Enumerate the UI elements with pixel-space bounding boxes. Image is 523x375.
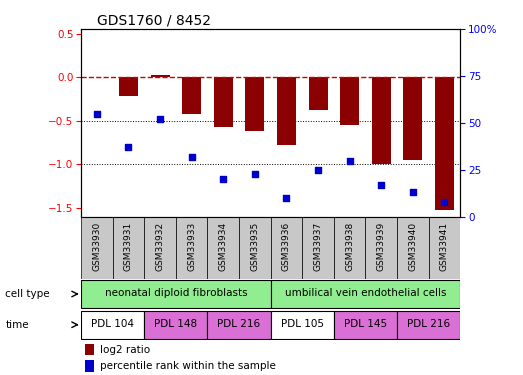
Point [346, 158, 354, 164]
Text: GDS1760 / 8452: GDS1760 / 8452 [97, 13, 211, 27]
Bar [81, 280, 271, 308]
Text: PDL 148: PDL 148 [154, 319, 197, 329]
Point [124, 144, 133, 150]
Bar [271, 217, 302, 279]
Bar [397, 217, 429, 279]
Bar [119, 77, 138, 96]
Bar [277, 77, 296, 145]
Bar [302, 217, 334, 279]
Text: GSM33930: GSM33930 [93, 222, 101, 271]
Point [282, 195, 291, 201]
Text: PDL 104: PDL 104 [91, 319, 134, 329]
Bar [208, 311, 271, 339]
Bar [334, 311, 397, 339]
Text: time: time [5, 320, 29, 330]
Text: GSM33939: GSM33939 [377, 222, 386, 271]
Bar [334, 217, 366, 279]
Text: PDL 216: PDL 216 [218, 319, 260, 329]
Bar [271, 280, 460, 308]
Text: PDL 145: PDL 145 [344, 319, 387, 329]
Text: GSM33941: GSM33941 [440, 222, 449, 271]
Text: umbilical vein endothelial cells: umbilical vein endothelial cells [285, 288, 446, 298]
Bar [271, 311, 334, 339]
Bar [81, 311, 144, 339]
Bar [239, 217, 271, 279]
Bar [85, 344, 94, 355]
Point [377, 182, 385, 188]
Text: GSM33940: GSM33940 [408, 222, 417, 271]
Bar [144, 217, 176, 279]
Bar [176, 217, 208, 279]
Text: GSM33932: GSM33932 [155, 222, 165, 271]
Bar [81, 217, 112, 279]
Bar [429, 217, 460, 279]
Text: PDL 216: PDL 216 [407, 319, 450, 329]
Point [156, 116, 164, 122]
Text: GSM33931: GSM33931 [124, 222, 133, 271]
Point [251, 171, 259, 177]
Text: GSM33934: GSM33934 [219, 222, 228, 271]
Point [219, 176, 228, 182]
Bar [85, 360, 94, 372]
Text: log2 ratio: log2 ratio [100, 345, 150, 354]
Bar [435, 77, 454, 210]
Bar [403, 77, 423, 160]
Text: neonatal diploid fibroblasts: neonatal diploid fibroblasts [105, 288, 247, 298]
Bar [366, 217, 397, 279]
Point [93, 111, 101, 117]
Bar [112, 217, 144, 279]
Point [440, 199, 449, 205]
Text: percentile rank within the sample: percentile rank within the sample [100, 361, 276, 371]
Bar [182, 77, 201, 114]
Point [314, 167, 322, 173]
Text: GSM33933: GSM33933 [187, 222, 196, 271]
Text: GSM33937: GSM33937 [314, 222, 323, 271]
Text: GSM33935: GSM33935 [251, 222, 259, 271]
Text: GSM33938: GSM33938 [345, 222, 354, 271]
Bar [397, 311, 460, 339]
Bar [372, 77, 391, 164]
Text: cell type: cell type [5, 289, 50, 299]
Bar [144, 311, 208, 339]
Bar [214, 77, 233, 127]
Text: PDL 105: PDL 105 [281, 319, 324, 329]
Bar [340, 77, 359, 125]
Text: GSM33936: GSM33936 [282, 222, 291, 271]
Bar [151, 75, 169, 77]
Bar [208, 217, 239, 279]
Bar [309, 77, 327, 110]
Bar [245, 77, 264, 131]
Point [408, 189, 417, 195]
Point [187, 154, 196, 160]
